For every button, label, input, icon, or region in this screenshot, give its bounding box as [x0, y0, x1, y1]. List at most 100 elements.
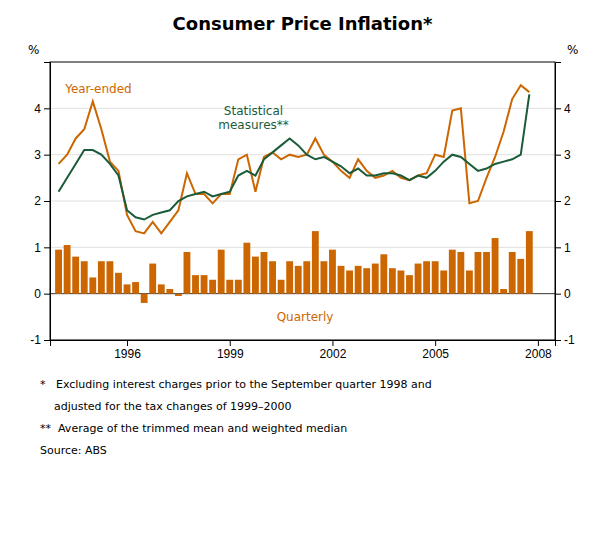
- tick: -1: [555, 333, 575, 347]
- footnote: ** Average of the trimmed mean and weigh…: [40, 422, 347, 435]
- tick-label: 1: [34, 241, 41, 255]
- bar: [398, 271, 405, 294]
- tick: 4: [34, 102, 50, 116]
- bar: [295, 266, 302, 294]
- plot-frame: [50, 62, 555, 340]
- x-axis: 19961999200220052008: [51, 340, 556, 361]
- series-label: Statisticalmeasures**: [218, 104, 289, 132]
- series-label: Quarterly: [277, 310, 334, 324]
- bar: [226, 280, 233, 294]
- bar: [380, 254, 387, 293]
- bar: [475, 252, 482, 294]
- tick-mark: [44, 247, 50, 248]
- tick-mark: [44, 294, 50, 295]
- bar: [278, 280, 285, 294]
- tick-label: 4: [34, 102, 41, 116]
- tick-mark: [555, 247, 561, 248]
- tick-label: 3: [34, 148, 41, 162]
- tick-mark: [44, 340, 50, 341]
- bar: [166, 289, 173, 294]
- tick-mark: [127, 340, 128, 346]
- bar: [175, 294, 182, 296]
- bar: [483, 252, 490, 294]
- tick: 2: [34, 194, 50, 208]
- footnote: * Excluding interest charges prior to th…: [40, 378, 432, 391]
- bar: [406, 275, 413, 294]
- bar: [466, 271, 473, 294]
- chart: 19961999200220052008-101234-101234Consum…: [0, 0, 605, 538]
- tick: 2: [555, 194, 571, 208]
- tick: -1: [30, 333, 50, 347]
- bar: [252, 257, 259, 294]
- y-axis: -1 0 1 2 3 4: [30, 63, 50, 348]
- tick: 2005: [422, 340, 449, 361]
- tick-label: -1: [30, 333, 41, 347]
- tick-mark: [555, 294, 561, 295]
- title: Consumer Price Inflation*: [173, 13, 433, 34]
- bar: [509, 252, 516, 294]
- bar: [115, 273, 122, 294]
- tick-mark: [44, 155, 50, 156]
- line: [59, 85, 530, 233]
- tick: 4: [555, 102, 571, 116]
- marks: [55, 85, 533, 303]
- annotations: Quarterly Year-ended Statisticalmeasures**: [64, 82, 333, 325]
- bar: [184, 252, 191, 294]
- bar: [201, 275, 208, 294]
- bar: [303, 261, 310, 293]
- bar: [98, 261, 105, 293]
- bar: [457, 252, 464, 294]
- bar: [218, 250, 225, 294]
- tick-mark: [44, 108, 50, 109]
- bar: [320, 261, 327, 293]
- bar-series: [55, 231, 533, 303]
- bar: [286, 261, 293, 293]
- bar: [132, 282, 139, 294]
- bar: [372, 264, 379, 294]
- tick-label: 2: [34, 194, 41, 208]
- tick: 2002: [320, 340, 347, 361]
- bar: [355, 266, 362, 294]
- bar: [449, 250, 456, 294]
- axis-line: [556, 63, 562, 341]
- bar: [192, 275, 199, 294]
- series-label: Year-ended: [64, 82, 132, 96]
- tick-label: -1: [564, 333, 575, 347]
- bar: [209, 280, 216, 294]
- tick-mark: [435, 340, 436, 346]
- bar: [269, 261, 276, 293]
- grid-line: [50, 247, 555, 248]
- bar: [526, 231, 533, 294]
- bar: [440, 271, 447, 294]
- bar: [329, 250, 336, 294]
- bar: [64, 245, 71, 294]
- grid: [50, 108, 555, 340]
- bar: [338, 266, 345, 294]
- bar: [243, 243, 250, 294]
- bar: [415, 264, 422, 294]
- bar: [89, 277, 96, 293]
- tick-label: 2005: [422, 347, 449, 361]
- tick-mark: [555, 340, 561, 341]
- tick-label: 1996: [114, 347, 141, 361]
- tick-mark: [44, 201, 50, 202]
- tick-mark: [332, 340, 333, 346]
- tick: 0: [555, 287, 571, 301]
- tick: 1996: [114, 340, 141, 361]
- tick-label: 3: [564, 148, 571, 162]
- bar: [432, 261, 439, 293]
- line: [59, 94, 530, 219]
- tick: 0: [34, 287, 50, 301]
- axis-label: %: [28, 43, 39, 57]
- bar: [500, 289, 507, 294]
- bar: [235, 280, 242, 294]
- tick: 3: [34, 148, 50, 162]
- tick: 1: [555, 241, 571, 255]
- tick-label: 2002: [320, 347, 347, 361]
- bar: [423, 261, 430, 293]
- tick: 1: [34, 241, 50, 255]
- bar: [346, 271, 353, 294]
- bar: [55, 250, 62, 294]
- tick-label: 1: [564, 241, 571, 255]
- tick-label: 1999: [217, 347, 244, 361]
